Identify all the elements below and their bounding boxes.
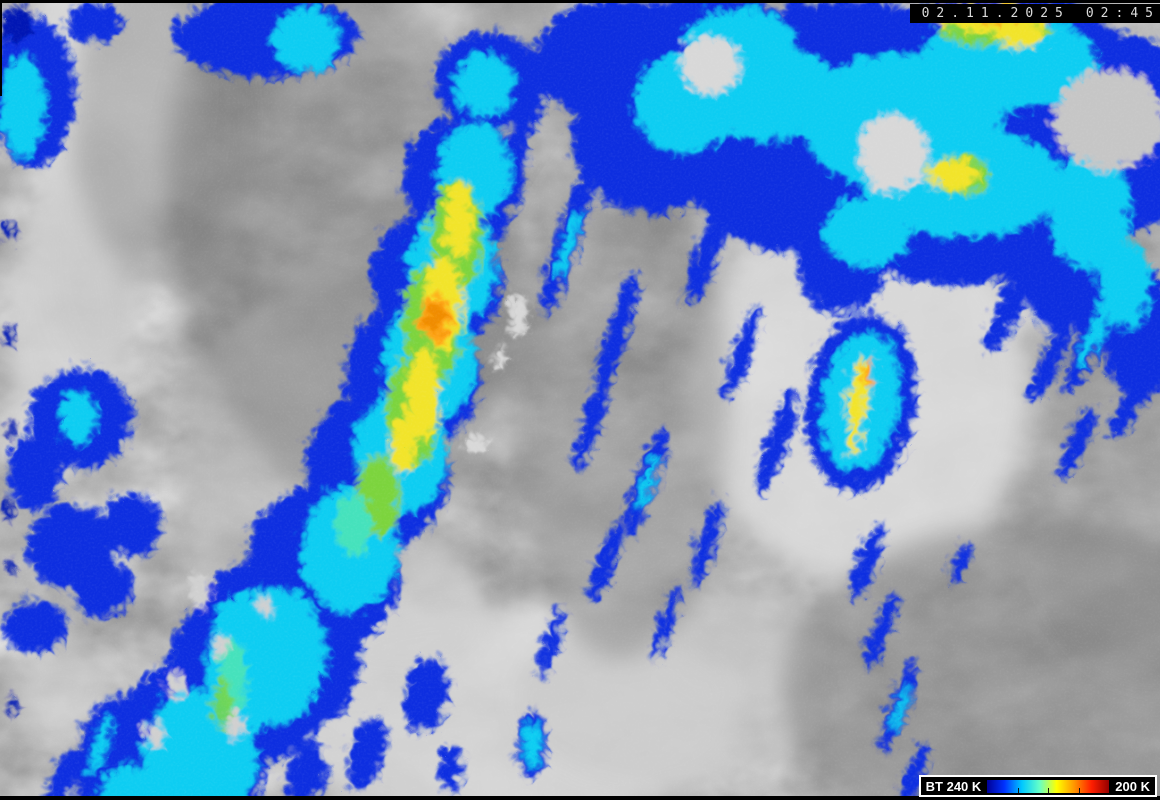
colorbar-tick: [1078, 787, 1080, 793]
colorbar-tick: [1048, 787, 1050, 793]
timestamp-date: 02.11.2025: [921, 6, 1070, 21]
legend-label-left: BT 240 K: [925, 778, 982, 794]
image-edge-left: [0, 0, 2, 96]
timestamp-overlay: 02.11.2025 02:45: [909, 4, 1160, 23]
timestamp-time: 02:45: [1085, 6, 1160, 21]
colorbar-gradient: [987, 779, 1110, 793]
image-edge-top: [0, 0, 1160, 3]
image-edge-bottom: [0, 796, 1160, 800]
colorbar-legend: BT 240 K 200 K: [918, 775, 1157, 797]
colorbar-tick: [1017, 787, 1019, 793]
legend-label-right: 200 K: [1115, 778, 1150, 794]
